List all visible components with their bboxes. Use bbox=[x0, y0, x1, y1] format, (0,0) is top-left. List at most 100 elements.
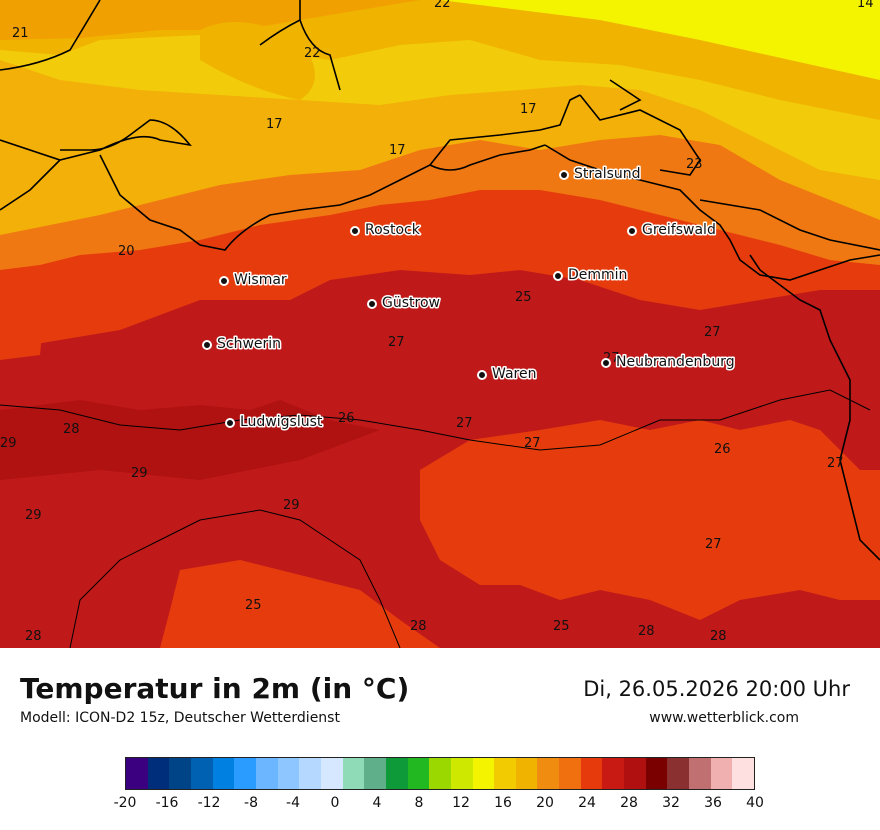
city-label-ludwigslust: Ludwigslust bbox=[240, 414, 323, 430]
map-value: 25 bbox=[515, 290, 532, 305]
legend-tick: 36 bbox=[704, 795, 722, 811]
map-value: 28 bbox=[410, 619, 427, 634]
map-value: 23 bbox=[686, 157, 703, 172]
map-value: 29 bbox=[0, 436, 17, 451]
city-label-wismar: Wismar bbox=[234, 272, 287, 288]
temp-field-28 bbox=[0, 400, 380, 480]
legend-swatch bbox=[624, 758, 646, 789]
map-value: 25 bbox=[245, 598, 262, 613]
city-dot bbox=[202, 340, 212, 350]
legend-swatch bbox=[255, 758, 278, 789]
legend-swatch bbox=[147, 758, 170, 789]
city-dot bbox=[219, 276, 229, 286]
legend-tick: 20 bbox=[536, 795, 554, 811]
legend-tick: 8 bbox=[414, 795, 424, 811]
map-value: 14 bbox=[857, 0, 874, 11]
city-label-waren: Waren bbox=[492, 366, 536, 382]
map-value: 27 bbox=[827, 456, 844, 471]
city-label-stralsund: Stralsund bbox=[574, 166, 641, 182]
city-label-greifswald: Greifswald bbox=[642, 222, 716, 238]
legend-swatch bbox=[494, 758, 516, 789]
legend-tick: 4 bbox=[372, 795, 382, 811]
map-value: 27 bbox=[388, 335, 405, 350]
city-label-neubrandenburg: Neubrandenburg bbox=[616, 354, 735, 370]
legend-swatch bbox=[234, 758, 256, 789]
legend-swatch bbox=[320, 758, 343, 789]
legend-swatch bbox=[732, 758, 755, 789]
city-dot bbox=[627, 226, 637, 236]
map-value: 26 bbox=[338, 411, 355, 426]
temp-field-14 bbox=[440, 0, 880, 80]
city-label-demmin: Demmin bbox=[568, 267, 627, 283]
legend-swatch bbox=[364, 758, 386, 789]
city-dot bbox=[601, 358, 611, 368]
legend-swatch bbox=[515, 758, 538, 789]
legend-tick: -20 bbox=[113, 795, 137, 811]
legend-swatch bbox=[450, 758, 473, 789]
temp-field-25c bbox=[0, 300, 45, 360]
city-dot bbox=[225, 418, 235, 428]
city-label-schwerin: Schwerin bbox=[217, 336, 281, 352]
legend-swatch bbox=[710, 758, 733, 789]
island-fehmarn bbox=[200, 22, 315, 100]
map-value: 26 bbox=[714, 442, 731, 457]
temp-field-21 bbox=[0, 0, 420, 40]
city-dot bbox=[367, 299, 377, 309]
legend-swatch bbox=[429, 758, 451, 789]
legend-tick: -4 bbox=[286, 795, 300, 811]
legend-swatch bbox=[299, 758, 321, 789]
map-value: 17 bbox=[520, 102, 537, 117]
map-value: 29 bbox=[131, 466, 148, 481]
legend-tick: -16 bbox=[155, 795, 179, 811]
legend-tick-labels: -20 -16 -12 -8 -4 0 4 8 12 16 20 24 28 32 36 40 bbox=[114, 795, 764, 815]
legend-swatch bbox=[537, 758, 560, 789]
model-source: Modell: ICON-D2 15z, Deutscher Wetterdie… bbox=[20, 710, 340, 726]
map-value: 27 bbox=[524, 436, 541, 451]
map-value: 27 bbox=[456, 416, 473, 431]
temperature-map: 22 21 22 14 17 17 17 20 23 25 27 27 27 2… bbox=[0, 0, 880, 648]
value-labels: 22 21 22 14 17 17 17 20 23 25 27 27 27 2… bbox=[0, 0, 874, 644]
city-dot bbox=[477, 370, 487, 380]
legend-swatch bbox=[277, 758, 300, 789]
map-value: 27 bbox=[704, 325, 721, 340]
map-value: 17 bbox=[266, 117, 283, 132]
legend-tick: 16 bbox=[494, 795, 512, 811]
legend-tick: 12 bbox=[452, 795, 470, 811]
color-scale-legend bbox=[125, 757, 755, 790]
map-title: Temperatur in 2m (in °C) bbox=[20, 672, 410, 705]
map-value: 17 bbox=[389, 143, 406, 158]
legend-tick: -12 bbox=[197, 795, 221, 811]
state-border bbox=[0, 389, 871, 648]
legend-swatch bbox=[580, 758, 603, 789]
legend-swatch bbox=[407, 758, 430, 789]
legend-swatch bbox=[559, 758, 581, 789]
legend-swatch bbox=[126, 758, 148, 789]
city-label-guestrow: Güstrow bbox=[382, 295, 440, 311]
legend-swatch bbox=[385, 758, 408, 789]
map-value: 29 bbox=[283, 498, 300, 513]
legend-tick: 28 bbox=[620, 795, 638, 811]
map-value: 28 bbox=[638, 624, 655, 639]
legend-tick: -8 bbox=[244, 795, 258, 811]
legend-tick: 32 bbox=[662, 795, 680, 811]
legend-swatch bbox=[602, 758, 625, 789]
map-value: 28 bbox=[710, 629, 727, 644]
map-value: 21 bbox=[12, 26, 29, 41]
map-value: 22 bbox=[304, 46, 321, 61]
legend-swatch bbox=[212, 758, 235, 789]
map-value: 28 bbox=[25, 629, 42, 644]
legend-swatch bbox=[190, 758, 213, 789]
legend-swatch bbox=[645, 758, 668, 789]
map-value: 22 bbox=[434, 0, 451, 11]
legend-swatch bbox=[169, 758, 191, 789]
temp-field-25b bbox=[160, 560, 440, 648]
map-value: 27 bbox=[705, 537, 722, 552]
website-link[interactable]: www.wetterblick.com bbox=[649, 710, 799, 726]
city-dot bbox=[553, 271, 563, 281]
legend-swatch bbox=[342, 758, 365, 789]
city-dot bbox=[559, 170, 569, 180]
forecast-datetime: Di, 26.05.2026 20:00 Uhr bbox=[583, 677, 850, 701]
city-dot bbox=[350, 226, 360, 236]
map-value: 29 bbox=[25, 508, 42, 523]
legend-swatch bbox=[689, 758, 711, 789]
